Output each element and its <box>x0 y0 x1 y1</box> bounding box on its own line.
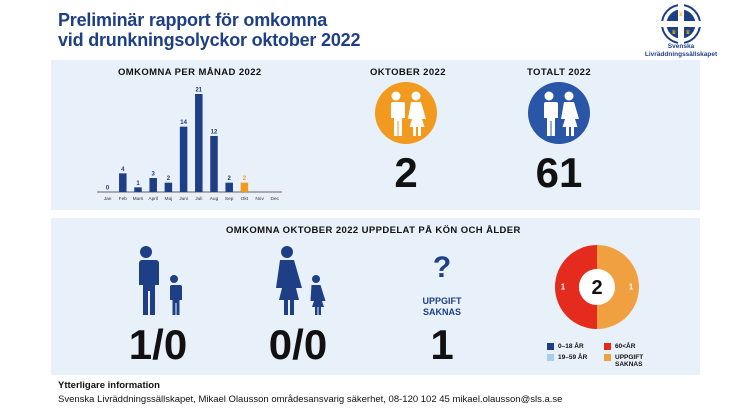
male-figures-icon <box>136 246 182 315</box>
question-mark-icon: ? <box>432 251 452 284</box>
unknown-count: 1 <box>430 321 454 368</box>
total-people-icon <box>528 82 590 144</box>
monthly-chart-title: OMKOMNA PER MÅNAD 2022 <box>118 67 262 78</box>
svg-text:♛: ♛ <box>671 29 676 36</box>
bar-value-label: 12 <box>211 130 218 136</box>
male-count: 1/0 <box>128 321 188 368</box>
footer-heading: Ytterligare information <box>58 380 160 391</box>
bar-value-label: 3 <box>152 172 156 178</box>
bar-juni <box>179 126 188 192</box>
svg-text:♛: ♛ <box>685 29 690 36</box>
bar-value-label: 14 <box>180 120 187 126</box>
report-title: Preliminär rapport för omkomna vid drunk… <box>58 10 360 50</box>
footer-contact: Svenska Livräddningssällskapet, Mikael O… <box>58 394 563 405</box>
logo-text: Svenska Livräddningssällskapet <box>633 43 729 58</box>
x-tick-label: Nov <box>255 196 264 202</box>
bar-value-label: 2 <box>167 176 171 182</box>
breakdown-title: OMKOMNA OKTOBER 2022 UPPDELAT PÅ KÖN OCH… <box>226 225 521 236</box>
legend-label-line-2: SAKNAS <box>615 361 643 368</box>
x-tick-label: April <box>148 196 158 202</box>
title-line-2: vid drunkningsolyckor oktober 2022 <box>58 30 361 50</box>
female-figures-icon <box>276 246 326 315</box>
x-tick-label: Juli <box>195 196 202 202</box>
legend-label: UPPGIFT SAKNAS <box>615 354 643 368</box>
bar-value-label: 4 <box>121 167 125 173</box>
x-tick-label: Aug <box>210 196 219 202</box>
legend-label: 60<ÅR <box>615 343 636 350</box>
legend-label: 0–18 ÅR <box>558 343 584 350</box>
unknown-label: UPPGIFT SAKNAS <box>412 296 472 318</box>
bar-aug <box>210 136 218 192</box>
legend-swatch <box>604 354 611 361</box>
bar-mars <box>134 187 142 192</box>
sls-logo-icon: ♛ ♛ ♛ <box>661 4 701 44</box>
x-tick-label: Okt <box>241 196 249 202</box>
bar-value-label: 21 <box>195 88 202 94</box>
october-people-icon <box>375 82 437 144</box>
legend-label: 19–59 ÅR <box>558 354 588 361</box>
bar-maj <box>164 182 173 192</box>
bar-okt <box>240 182 249 192</box>
bar-value-label: 2 <box>228 176 232 182</box>
bar-value-label: 1 <box>136 181 140 187</box>
female-count: 0/0 <box>268 321 328 368</box>
x-tick-label: Maj <box>165 196 173 202</box>
x-tick-label: Sep <box>225 196 234 202</box>
legend-label-line-1: UPPGIFT <box>615 354 644 361</box>
x-tick-label: Juni <box>179 196 188 202</box>
logo-text-line-1: Svenska <box>667 43 695 50</box>
x-tick-label: Jan <box>104 196 112 202</box>
donut-center-label: 2 <box>591 277 602 299</box>
x-tick-label: Feb <box>119 196 128 202</box>
bar-sep <box>225 182 233 192</box>
unknown-label-line-2: SAKNAS <box>422 307 461 317</box>
x-tick-label: Mars <box>133 196 144 202</box>
logo-text-line-2: Livräddningssällskapet <box>644 50 718 58</box>
bar-april <box>149 178 157 192</box>
donut-slice-0 <box>555 245 597 329</box>
total-count: 61 <box>535 149 583 196</box>
monthly-bar-chart: 0 Jan 4 Feb 1 Mars 3 April 2 Maj 14 Juni 21 Juli 12 Aug… <box>97 88 282 202</box>
top-panel <box>51 60 700 210</box>
title-line-1: Preliminär rapport för omkomna <box>58 10 328 30</box>
bar-juli <box>195 94 203 192</box>
unknown-label-line-1: UPPGIFT <box>422 296 462 306</box>
donut-slice-1 <box>597 245 639 329</box>
total-label: TOTALT 2022 <box>527 67 592 78</box>
age-donut-chart: 1 1 2 <box>555 245 639 329</box>
svg-text:♛: ♛ <box>678 11 683 18</box>
legend-swatch <box>547 354 554 361</box>
october-label: OKTOBER 2022 <box>370 67 446 78</box>
donut-hole <box>579 269 615 305</box>
bar-value-label: 0 <box>106 186 110 192</box>
x-tick-label: Dec <box>271 196 280 202</box>
bar-feb <box>119 173 127 192</box>
october-count: 2 <box>394 149 418 196</box>
legend-swatch <box>547 343 554 350</box>
donut-slice-label: 1 <box>561 283 566 292</box>
bar-value-label: 2 <box>243 176 247 182</box>
legend-swatch <box>604 343 611 350</box>
donut-slice-label: 1 <box>629 283 634 292</box>
